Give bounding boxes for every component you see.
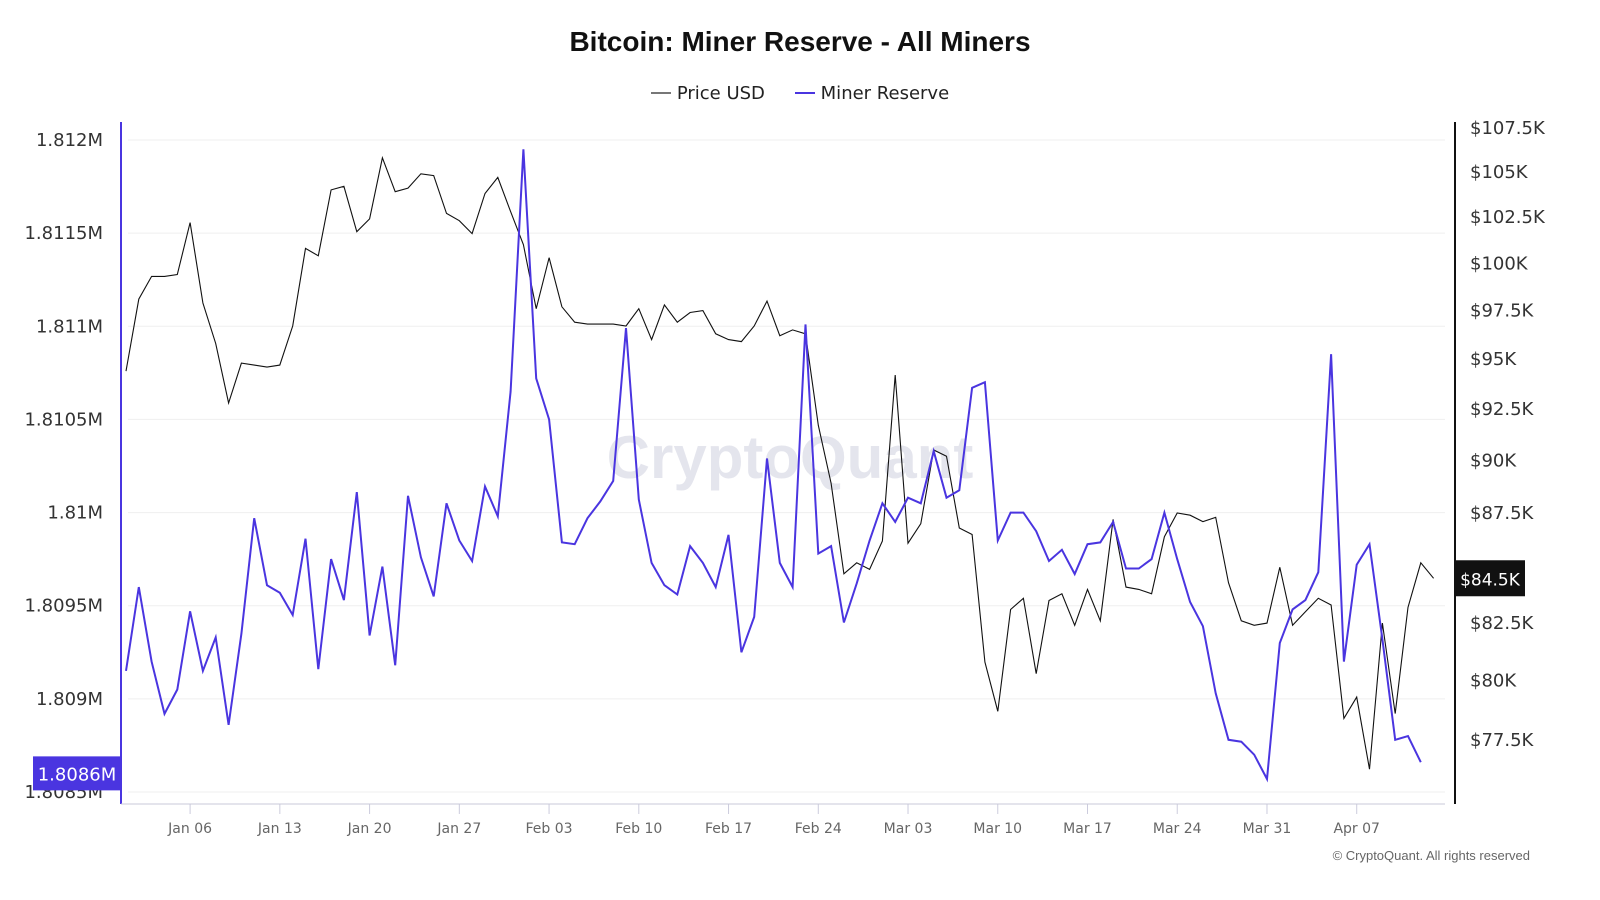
series-lines [125, 149, 1435, 783]
right-tick-label: $80K [1470, 671, 1517, 692]
right-tick-label: $77.5K [1470, 730, 1535, 751]
x-tick-label: Mar 24 [1153, 821, 1202, 837]
copyright-text: © CryptoQuant. All rights reserved [1332, 848, 1530, 863]
left-tick-label: 1.809M [36, 689, 103, 710]
x-tick-label: Apr 07 [1333, 821, 1379, 837]
right-tick-label: $92.5K [1470, 399, 1535, 420]
x-tick-label: Jan 20 [347, 821, 392, 837]
legend-item-reserve[interactable]: Miner Reserve [794, 82, 950, 104]
series-line-price [125, 155, 1435, 770]
chart-title: Bitcoin: Miner Reserve - All Miners [569, 26, 1031, 57]
x-axis-ticks: Jan 06 Jan 13 Jan 20 Jan 27 Feb 03 Feb 10 Feb … [167, 804, 1380, 837]
x-tick-label: Jan 06 [167, 821, 212, 837]
current-value-badges: 1.8086M $84.5K [33, 560, 1525, 791]
left-current-badge [33, 756, 121, 791]
right-axis-ticks: $107.5K $105K $102.5K $100K $97.5K $95K $92.5K… [1470, 118, 1546, 751]
left-tick-label: 1.8105M [24, 409, 103, 430]
series-line-reserve [125, 149, 1422, 783]
legend-label-reserve: Miner Reserve [820, 82, 950, 104]
right-tick-label: $97.5K [1470, 301, 1535, 322]
right-tick-label: $87.5K [1470, 503, 1535, 524]
right-tick-label: $107.5K [1470, 118, 1546, 139]
legend-label-price: Price USD [676, 82, 765, 104]
legend: Price USD Miner Reserve [0, 78, 1600, 104]
right-tick-label: $105K [1470, 162, 1529, 183]
left-axis-ticks: 1.812M 1.8115M 1.811M 1.8105M 1.81M 1.8095M 1.… [24, 130, 103, 803]
x-tick-label: Mar 17 [1063, 821, 1112, 837]
right-tick-label: $95K [1470, 349, 1517, 370]
x-tick-label: Feb 17 [705, 821, 752, 837]
x-tick-label: Mar 10 [973, 821, 1022, 837]
left-tick-label: 1.81M [47, 503, 103, 524]
x-tick-label: Mar 03 [884, 821, 933, 837]
legend-swatch-price [650, 92, 671, 94]
legend-swatch-reserve [794, 92, 815, 94]
right-current-label: $84.5K [1460, 570, 1521, 590]
x-tick-label: Feb 03 [526, 821, 573, 837]
left-current-label: 1.8086M [38, 764, 117, 785]
x-tick-label: Feb 10 [615, 821, 662, 837]
gridlines [128, 139, 1445, 793]
right-current-badge [1455, 560, 1525, 597]
left-tick-label: 1.811M [36, 316, 103, 337]
right-tick-label: $82.5K [1470, 613, 1535, 634]
left-tick-label: 1.8095M [24, 596, 103, 617]
left-tick-label: 1.8115M [24, 223, 103, 244]
x-tick-label: Feb 24 [795, 821, 842, 837]
x-tick-label: Jan 27 [436, 821, 481, 837]
watermark: CryptoQuant [607, 424, 974, 491]
legend-item-price[interactable]: Price USD [650, 82, 765, 104]
right-tick-label: $100K [1470, 253, 1529, 274]
right-tick-label: $102.5K [1470, 207, 1546, 228]
left-tick-label: 1.812M [36, 130, 103, 151]
right-tick-label: $90K [1470, 450, 1517, 471]
x-tick-label: Jan 13 [257, 821, 302, 837]
x-tick-label: Mar 31 [1243, 821, 1292, 837]
